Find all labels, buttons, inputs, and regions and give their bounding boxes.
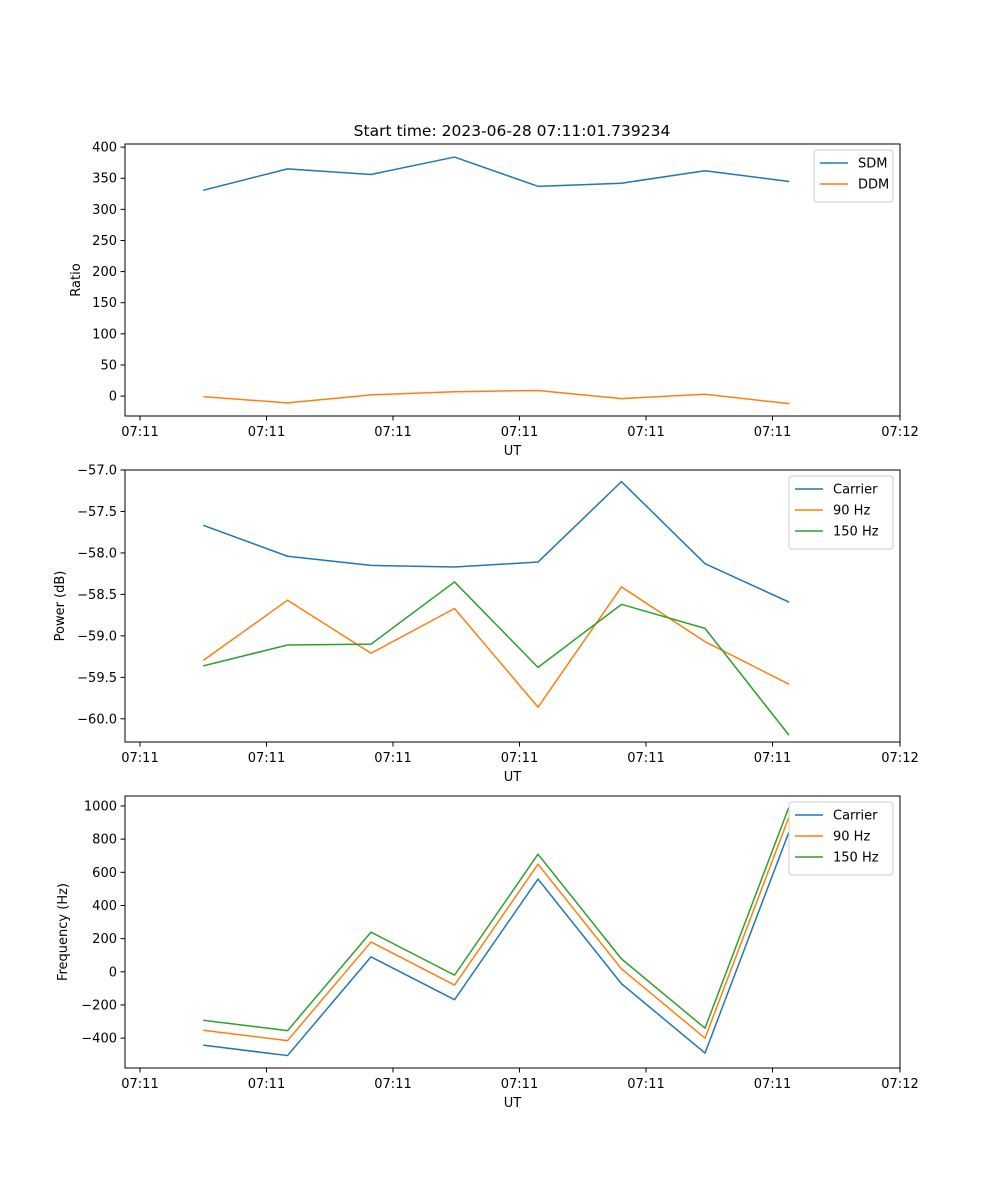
series-line-150-hz [203,807,790,1032]
y-tick-label: −58.5 [77,588,117,603]
x-tick-label: 07:11 [627,751,664,766]
y-tick-label: 300 [92,203,117,218]
y-tick-label: 0 [109,965,117,980]
y-tick-label: −57.5 [77,505,117,520]
x-tick-label: 07:11 [627,425,664,440]
y-tick-label: −200 [81,998,117,1013]
y-tick-label: 350 [92,172,117,187]
x-tick-label: 07:11 [501,1077,538,1092]
legend: SDM DDM [813,149,894,203]
legend: Carrier 90 Hz 150 Hz [788,801,894,876]
figure-title: Start time: 2023-06-28 07:11:01.739234 [354,122,671,140]
subplot-ratio: 07:11 07:11 07:11 07:11 07:11 07:11 07:12 0 50 10… [69,141,919,459]
series-line-carrier [203,832,790,1057]
x-axis-label: UT [504,444,522,459]
y-axis-label: Ratio [69,263,84,296]
y-tick-label: 100 [92,327,117,342]
series-line-90-hz [202,586,790,708]
y-tick-label: 250 [92,234,117,249]
legend-label-carrier: Carrier [833,483,878,498]
x-tick-label: 07:11 [121,425,158,440]
x-tick-label: 07:11 [754,1077,791,1092]
x-tick-label: 07:12 [881,1077,918,1092]
legend-label-carrier: Carrier [833,809,878,824]
series-line-sdm [203,156,790,191]
y-axis-label: Frequency (Hz) [56,883,71,981]
legend-label-90-hz: 90 Hz [833,504,870,519]
y-tick-label: 200 [92,265,117,280]
series-line-150-hz [203,581,790,736]
plot-frame [124,469,901,743]
subplots: 07:11 07:11 07:11 07:11 07:11 07:11 07:12 0 50 10… [53,141,919,1111]
x-tick-label: 07:11 [754,751,791,766]
y-tick-label: −400 [81,1032,117,1047]
y-tick-label: 1000 [84,799,117,814]
x-tick-label: 07:11 [374,751,411,766]
y-axis-label: Power (dB) [53,571,68,642]
legend-label-150-hz: 150 Hz [833,851,879,866]
legend: Carrier 90 Hz 150 Hz [788,475,894,550]
x-tick-label: 07:11 [374,425,411,440]
plot-frame [124,795,901,1069]
legend-label-sdm: SDM [858,157,887,172]
subplot-power: 07:11 07:11 07:11 07:11 07:11 07:11 07:12 −60.0… [53,464,919,786]
x-tick-label: 07:11 [627,1077,664,1092]
y-tick-label: 0 [109,390,117,405]
y-tick-label: −59.5 [77,671,117,686]
y-tick-label: −58.0 [77,546,117,561]
y-tick-label: 800 [92,833,117,848]
x-tick-label: 07:11 [374,1077,411,1092]
y-tick-label: −59.0 [77,629,117,644]
y-tick-label: 400 [92,899,117,914]
y-tick-label: −60.0 [77,712,117,727]
x-tick-label: 07:11 [248,1077,285,1092]
y-tick-label: 400 [92,141,117,156]
x-tick-label: 07:12 [881,751,918,766]
series-line-ddm [203,389,790,405]
y-tick-label: −57.0 [77,464,117,479]
y-tick-label: 600 [92,866,117,881]
x-tick-label: 07:11 [121,1077,158,1092]
series-line-90-hz [203,817,790,1042]
x-tick-label: 07:12 [881,425,918,440]
legend-label-90-hz: 90 Hz [833,830,870,845]
series-line-carrier [203,480,790,603]
x-tick-label: 07:11 [501,751,538,766]
legend-label-ddm: DDM [858,178,889,193]
plot-frame [124,143,901,417]
y-tick-label: 150 [92,296,117,311]
x-tick-label: 07:11 [248,751,285,766]
x-axis-label: UT [504,770,522,785]
subplot-frequency: 07:11 07:11 07:11 07:11 07:11 07:11 07:12 −400 −… [56,795,919,1111]
y-tick-label: 50 [100,358,117,373]
x-tick-label: 07:11 [248,425,285,440]
x-tick-label: 07:11 [501,425,538,440]
legend-label-150-hz: 150 Hz [833,525,879,540]
y-tick-label: 200 [92,932,117,947]
x-tick-label: 07:11 [121,751,158,766]
x-tick-label: 07:11 [754,425,791,440]
x-axis-label: UT [504,1096,522,1111]
